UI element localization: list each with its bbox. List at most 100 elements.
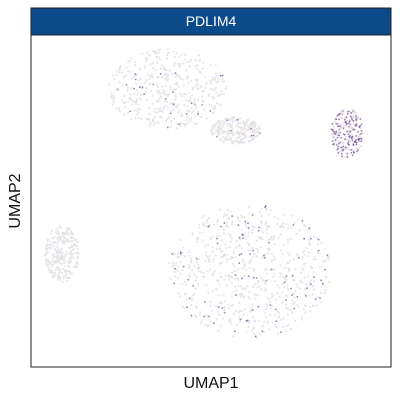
cell-point — [350, 112, 353, 114]
cell-point — [332, 143, 335, 146]
cell-point — [233, 330, 236, 333]
cell-point — [157, 76, 160, 79]
cell-point — [310, 279, 313, 282]
cell-point — [294, 289, 297, 293]
cell-point — [177, 252, 180, 255]
cell-point — [228, 319, 232, 323]
cell-point — [47, 269, 50, 272]
cell-point — [190, 111, 193, 114]
cell-point — [264, 205, 267, 208]
cell-point — [126, 86, 129, 89]
cell-point — [275, 320, 278, 323]
cell-point — [72, 252, 75, 255]
cell-point — [285, 275, 288, 277]
cell-point — [257, 250, 260, 253]
cell-point — [350, 149, 353, 151]
cell-point — [60, 262, 63, 265]
cell-point — [258, 127, 262, 131]
cell-point — [311, 305, 315, 308]
cell-point — [244, 128, 247, 131]
cell-point — [257, 236, 260, 239]
cell-point — [349, 124, 352, 128]
cell-point — [218, 313, 221, 316]
cell-point — [259, 288, 262, 291]
cell-point — [199, 71, 202, 74]
cell-point — [288, 259, 291, 263]
cell-point — [236, 136, 239, 139]
cell-point — [290, 287, 293, 290]
cell-point — [219, 208, 222, 211]
cell-point — [223, 232, 226, 235]
cell-point — [285, 299, 287, 301]
cell-point — [225, 246, 228, 250]
cell-point — [130, 56, 133, 60]
cell-point — [204, 244, 207, 247]
cell-point — [164, 99, 167, 103]
cell-point — [64, 231, 67, 234]
cell-point — [265, 268, 268, 272]
cell-point — [357, 146, 360, 149]
cell-point — [118, 71, 121, 74]
cell-point — [116, 69, 119, 72]
cell-point — [341, 114, 344, 117]
cell-point — [219, 276, 222, 279]
cell-point — [174, 76, 177, 79]
cell-point — [357, 138, 360, 141]
cell-point — [130, 87, 133, 90]
cell-point — [130, 77, 134, 80]
cell-point — [125, 83, 128, 86]
cell-point — [297, 305, 300, 308]
cell-point — [340, 117, 343, 120]
cell-point — [132, 100, 135, 103]
cell-point — [135, 82, 138, 85]
cell-point — [65, 250, 68, 253]
cell-point — [234, 274, 237, 276]
cell-point — [229, 123, 232, 126]
cell-point — [274, 257, 277, 261]
cell-point — [220, 139, 224, 142]
cell-point — [212, 111, 215, 114]
cell-point — [263, 253, 266, 256]
cell-point — [281, 281, 284, 284]
cell-point — [139, 86, 141, 88]
cell-point — [46, 243, 49, 246]
cell-point — [270, 252, 274, 255]
cell-point — [244, 220, 247, 223]
cell-point — [205, 81, 208, 84]
cell-point — [223, 306, 226, 309]
cell-point — [304, 304, 307, 307]
cell-point — [175, 106, 179, 110]
cell-point — [305, 295, 307, 297]
cell-point — [174, 82, 177, 86]
cell-point — [133, 109, 136, 112]
cell-point — [239, 318, 242, 321]
cell-point — [218, 235, 221, 238]
cell-point — [48, 243, 51, 246]
cell-point — [165, 101, 169, 104]
cell-point — [171, 104, 174, 107]
cell-point — [354, 141, 357, 144]
cell-point — [352, 113, 355, 116]
cell-point — [242, 141, 245, 144]
cell-point — [69, 277, 72, 280]
cell-point — [196, 64, 199, 67]
cell-point — [223, 311, 226, 314]
cell-point — [177, 269, 180, 272]
cluster-right-small — [330, 108, 364, 159]
cell-point — [246, 129, 249, 132]
cell-point — [46, 264, 49, 267]
cell-point — [229, 126, 232, 129]
cell-point — [169, 102, 172, 105]
y-axis-title: UMAP2 — [7, 173, 24, 228]
cell-point — [241, 234, 244, 237]
cell-point — [188, 117, 191, 120]
cell-point — [266, 252, 269, 255]
cell-point — [280, 331, 282, 333]
cell-point — [232, 290, 235, 293]
cell-point — [202, 231, 205, 234]
cell-point — [219, 104, 223, 107]
cell-point — [167, 114, 170, 117]
cell-point — [188, 101, 191, 104]
cell-point — [342, 121, 345, 124]
